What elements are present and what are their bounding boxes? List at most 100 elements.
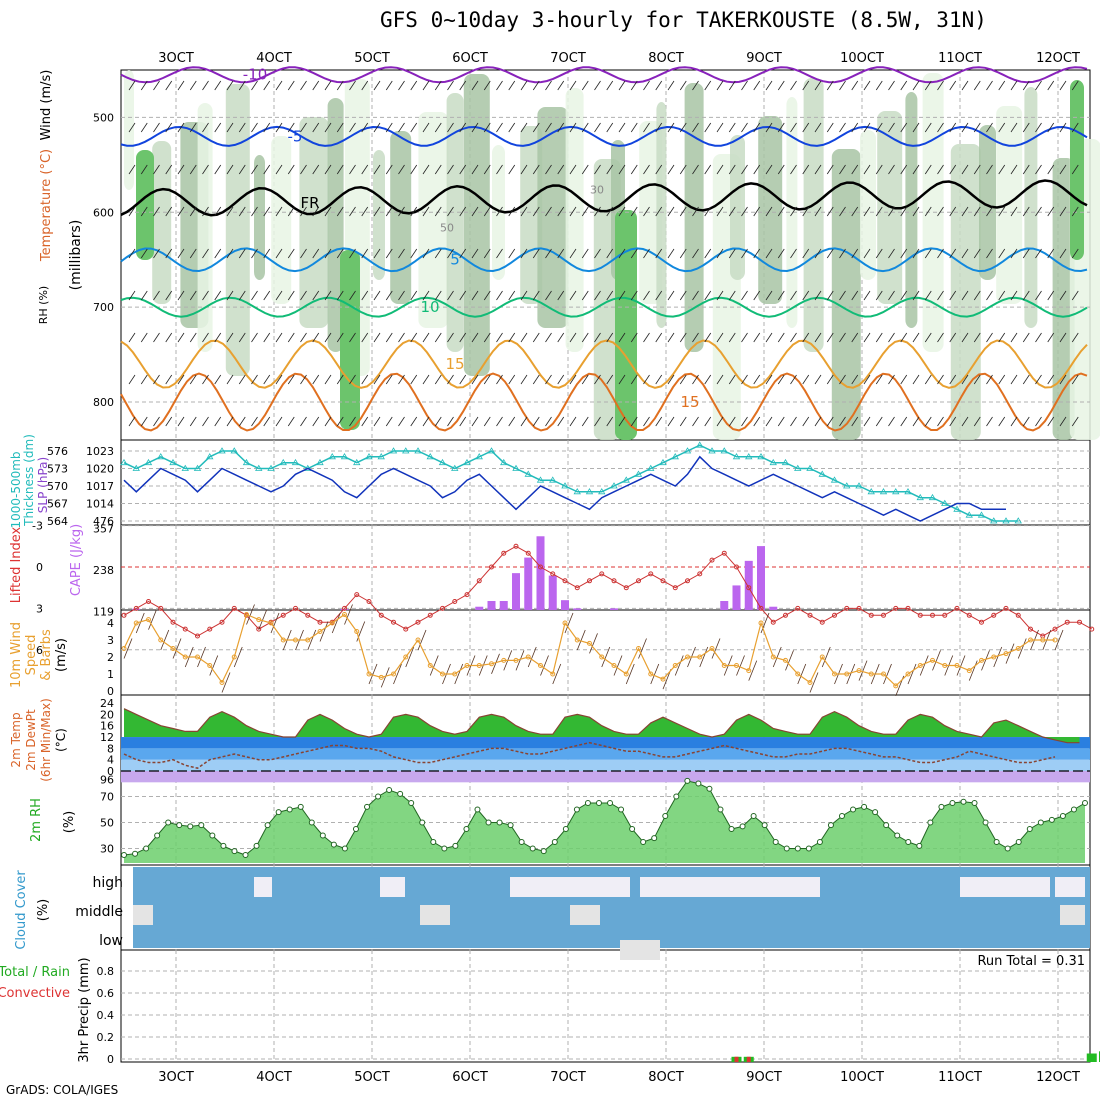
wind-barb	[202, 290, 209, 301]
temp-axis-label: (°C)	[54, 728, 68, 752]
y-tick-label: 16	[100, 720, 114, 733]
wind-point	[1015, 646, 1021, 651]
y-tick-label: 700	[93, 301, 114, 314]
wind-barb	[594, 80, 601, 91]
wind-barb	[202, 80, 209, 91]
thickness-point	[426, 453, 434, 460]
wind-barb	[447, 416, 454, 427]
temp-band	[121, 759, 1090, 771]
rh-axis-label: 2m RH	[29, 798, 44, 842]
thickness-point	[1014, 517, 1022, 524]
wind-barb	[552, 663, 562, 685]
wind-barb	[998, 248, 1006, 259]
wind-barb	[434, 80, 442, 91]
rh-shading	[124, 70, 134, 190]
wind-barb	[998, 332, 1006, 343]
wind-barb	[968, 660, 978, 681]
wind-barb	[655, 248, 663, 259]
wind-barb	[300, 416, 307, 427]
wind-barb	[667, 416, 675, 427]
wind-barb	[128, 206, 136, 217]
wind-barb	[986, 206, 993, 217]
rh-point	[1037, 819, 1044, 826]
wind-barb	[398, 374, 405, 385]
wind-barb	[300, 164, 307, 175]
cloud-cell	[620, 940, 660, 960]
wind-point	[317, 629, 323, 634]
wind-barb	[581, 416, 589, 427]
rh-point	[419, 819, 426, 826]
wind-barb	[949, 80, 957, 91]
wind-point	[550, 671, 556, 677]
wind-barb	[1059, 374, 1067, 385]
li-point	[403, 626, 409, 632]
thickness-point	[745, 453, 753, 460]
rh-point	[651, 835, 658, 842]
wind-barb	[826, 80, 834, 91]
wind-barb	[189, 248, 197, 259]
wind-axis-label: (m/s)	[54, 638, 69, 672]
slp-tick: 1020	[86, 463, 114, 476]
li-point	[636, 578, 641, 584]
y-tick-label: 1	[107, 668, 114, 681]
wind-barb	[410, 164, 418, 175]
wind-barb	[557, 416, 565, 427]
wind-barb	[851, 80, 859, 91]
li-point	[893, 605, 899, 611]
wind-barb	[900, 80, 908, 91]
wind-barb	[1071, 290, 1079, 301]
wind-barb	[839, 164, 846, 175]
rh-contour-label: 50	[440, 221, 454, 234]
wind-barb	[557, 80, 565, 91]
wind-barb	[618, 416, 626, 427]
wind-point	[746, 668, 752, 674]
wind-barb	[251, 164, 258, 175]
y-tick-label: 0.4	[97, 1009, 115, 1022]
li-point	[881, 612, 886, 618]
wind-barb	[153, 206, 160, 217]
wind-barb	[679, 80, 687, 91]
wind-barb	[336, 164, 344, 175]
wind-barb	[209, 655, 219, 676]
rh-point	[728, 826, 735, 832]
rh-point	[695, 780, 702, 787]
wind-barb	[937, 290, 944, 301]
wind-point	[427, 663, 433, 668]
thickness-point	[524, 470, 532, 477]
wind-barb	[912, 416, 920, 427]
wind-barb	[312, 374, 320, 385]
wind-barb	[312, 416, 320, 427]
rh-point	[143, 845, 150, 852]
wind-barb	[312, 332, 320, 343]
cloud-axis-label: Cloud Cover	[14, 870, 29, 950]
rh-point	[894, 832, 901, 839]
wind-point	[378, 674, 384, 680]
wind-axis-label: & Barbs	[39, 629, 54, 681]
wind-barb	[875, 122, 883, 133]
thickness-point	[941, 499, 949, 506]
wind-barb	[1071, 416, 1079, 427]
wind-barb	[986, 374, 993, 385]
rh-point	[816, 839, 823, 845]
wind-barb	[417, 629, 427, 651]
rh-point	[1082, 800, 1088, 806]
thickness-point	[414, 447, 422, 454]
wind-barb	[973, 290, 981, 301]
wind-barb	[826, 332, 834, 343]
wind-barb	[422, 80, 430, 91]
wind-barb	[667, 206, 675, 217]
wind-barb	[1010, 164, 1018, 175]
wind-barb	[655, 164, 663, 175]
wind-barb	[380, 667, 390, 688]
rh-point	[960, 798, 967, 805]
rh-point	[905, 839, 912, 845]
isotherm-label: -10	[243, 66, 268, 84]
wind-barb	[226, 164, 234, 175]
wind-barb	[483, 290, 491, 301]
wind-barb	[385, 332, 393, 343]
wind-barb	[1071, 332, 1079, 343]
rh-panel: 70 50 30	[100, 777, 1090, 863]
wind-barb	[998, 164, 1006, 175]
wind-barb	[287, 332, 295, 343]
cape-axis-label: CAPE (J/kg)	[69, 524, 84, 596]
